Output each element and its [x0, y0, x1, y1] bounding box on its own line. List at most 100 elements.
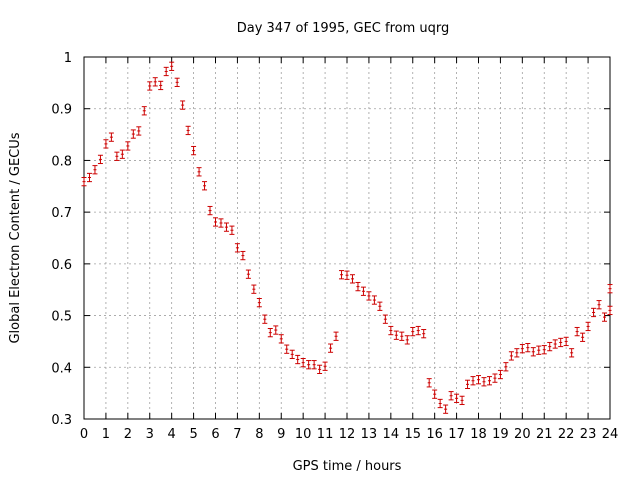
data-point: [503, 362, 509, 372]
data-point: [443, 404, 449, 414]
data-point: [125, 141, 131, 151]
y-tick-label: 0.3: [51, 413, 72, 428]
data-point: [180, 100, 186, 110]
y-tick-label: 0.4: [51, 361, 72, 376]
data-point: [267, 328, 273, 338]
data-point: [558, 337, 564, 348]
data-point: [202, 181, 208, 191]
data-point: [426, 378, 432, 388]
data-point: [519, 344, 525, 354]
data-point: [130, 129, 136, 139]
data-point: [163, 66, 169, 77]
data-point: [284, 344, 290, 354]
data-point: [393, 330, 399, 340]
data-point: [360, 286, 366, 296]
data-point: [404, 335, 410, 345]
data-point: [169, 61, 175, 71]
data-point: [311, 360, 317, 370]
y-axis-title: Global Electron Content / GECUs: [8, 132, 23, 343]
data-point: [158, 80, 164, 91]
y-tick-label: 1: [64, 51, 72, 66]
data-point: [141, 106, 147, 116]
data-point: [136, 126, 142, 136]
data-point: [602, 312, 608, 322]
data-point: [328, 343, 334, 353]
x-tick-label: 2: [124, 427, 132, 442]
x-tick-label: 22: [558, 427, 575, 442]
x-tick-label: 11: [317, 427, 334, 442]
data-point: [470, 376, 476, 386]
x-tick-label: 18: [470, 427, 487, 442]
data-point: [273, 325, 279, 335]
axis-ticks: 0 1 2 3 4 5 6 7 8 9 10 11 12 13 14 15 16 17 18 19 20 21 22 23 24…: [51, 51, 618, 442]
y-tick-label: 0.8: [51, 154, 72, 169]
x-tick-label: 21: [536, 427, 553, 442]
x-tick-label: 3: [146, 427, 154, 442]
data-point: [349, 274, 355, 284]
data-point: [344, 270, 350, 280]
x-tick-label: 24: [602, 427, 619, 442]
data-point: [492, 373, 498, 383]
x-tick-label: 20: [514, 427, 531, 442]
data-point: [97, 154, 103, 165]
data-point: [596, 300, 602, 310]
x-tick-label: 15: [404, 427, 421, 442]
data-point: [256, 298, 262, 308]
data-point: [322, 361, 328, 371]
data-point: [196, 167, 202, 177]
x-tick-label: 23: [580, 427, 597, 442]
data-point: [536, 345, 542, 355]
data-point: [103, 139, 109, 149]
data-point: [317, 364, 323, 374]
data-point: [410, 326, 416, 337]
data-point: [191, 145, 197, 156]
data-point: [591, 307, 597, 318]
data-point: [377, 301, 383, 311]
x-axis-title: GPS time / hours: [293, 459, 402, 474]
data-point: [147, 81, 153, 91]
data-point: [119, 149, 125, 159]
data-point: [607, 284, 613, 294]
x-tick-label: 9: [277, 427, 285, 442]
data-point: [574, 326, 580, 337]
data-point: [541, 345, 547, 355]
x-tick-label: 13: [361, 427, 378, 442]
data-point: [481, 377, 487, 387]
x-tick-label: 6: [211, 427, 219, 442]
x-tick-label: 19: [492, 427, 509, 442]
data-point: [306, 360, 312, 370]
x-tick-label: 4: [168, 427, 176, 442]
data-point: [508, 351, 514, 361]
data-point: [525, 342, 531, 353]
data-point: [223, 222, 229, 232]
data-point: [339, 270, 345, 280]
x-tick-label: 14: [383, 427, 400, 442]
data-point: [289, 349, 295, 359]
data-point: [437, 398, 443, 409]
x-tick-label: 5: [189, 427, 197, 442]
data-point: [262, 314, 268, 324]
data-point: [245, 269, 251, 279]
y-tick-label: 0.9: [51, 103, 72, 118]
x-tick-label: 10: [295, 427, 312, 442]
x-tick-label: 7: [233, 427, 241, 442]
data-point: [415, 325, 421, 336]
data-point: [552, 339, 558, 349]
data-point: [465, 379, 471, 389]
data-point: [399, 331, 405, 341]
data-point: [563, 336, 569, 347]
data-point: [454, 393, 460, 403]
data-point: [295, 354, 301, 365]
data-point: [530, 347, 536, 357]
data-point: [207, 205, 213, 216]
y-tick-label: 0.5: [51, 310, 72, 325]
data-point: [382, 314, 388, 324]
data-point: [234, 243, 240, 253]
data-point: [486, 376, 492, 386]
data-point: [108, 132, 114, 142]
data-point: [366, 291, 372, 301]
data-point: [432, 389, 438, 399]
y-tick-label: 0.7: [51, 206, 72, 221]
chart-title: Day 347 of 1995, GEC from uqrg: [237, 21, 450, 36]
